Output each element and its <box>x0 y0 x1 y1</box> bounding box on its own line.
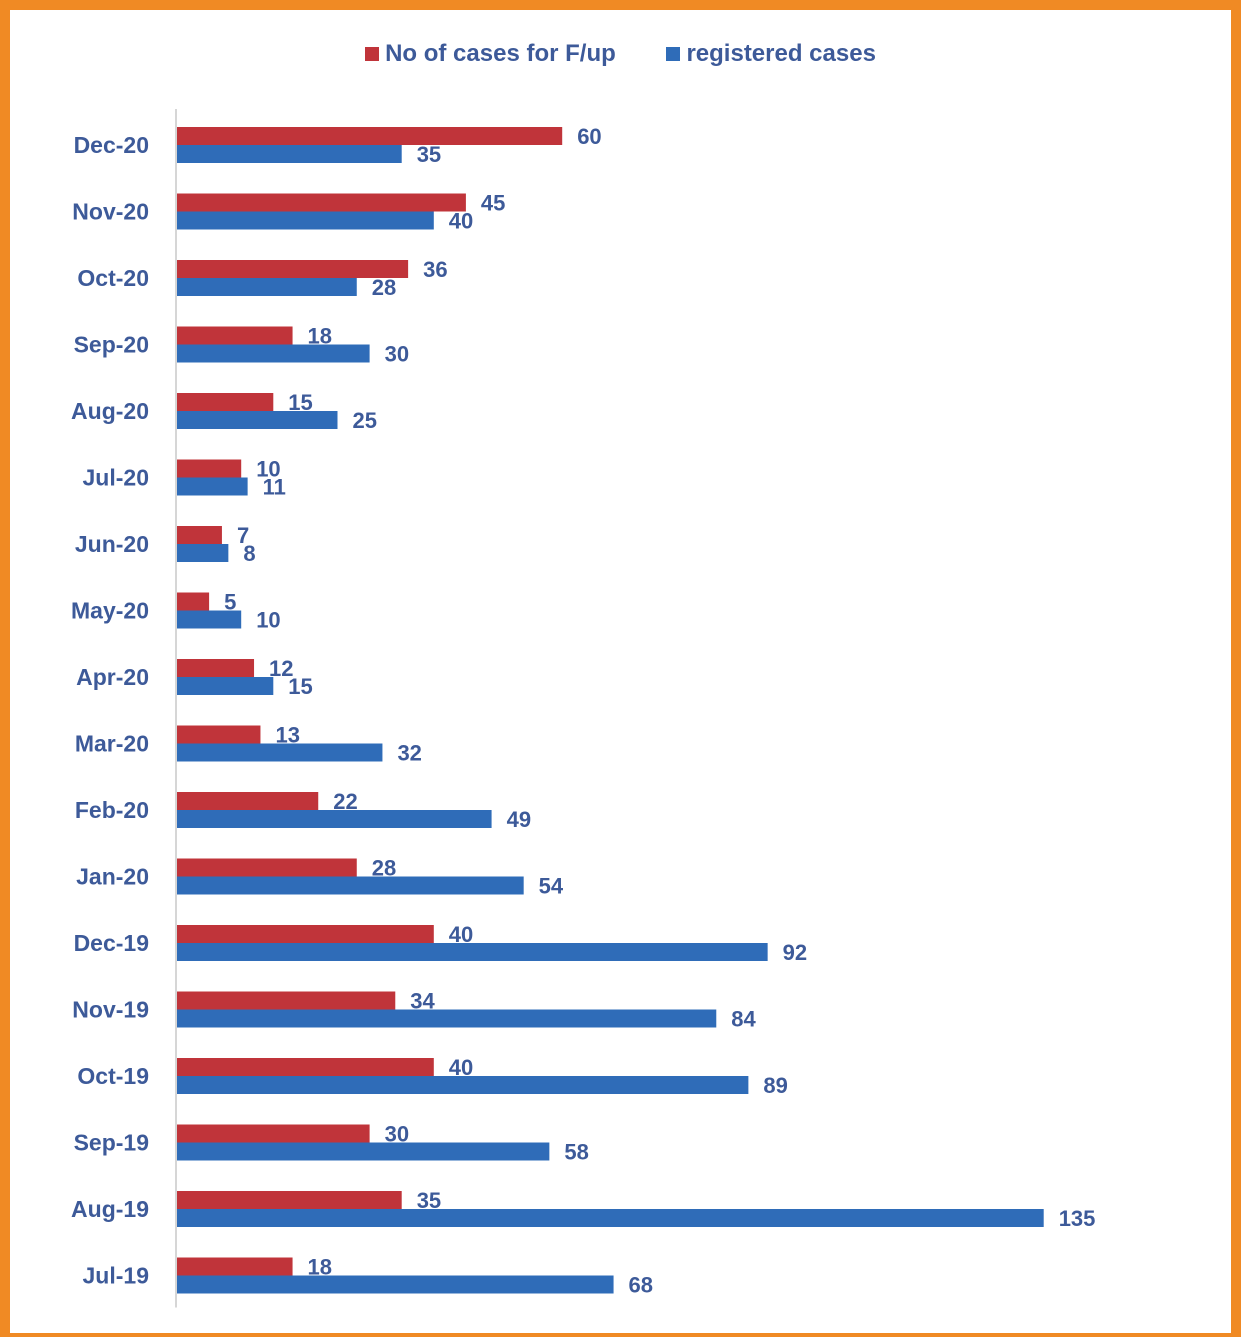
followup-bar <box>177 925 434 943</box>
category-label: Nov-19 <box>72 997 149 1023</box>
legend-swatch-registered <box>666 47 681 61</box>
category-label: Oct-20 <box>77 265 149 291</box>
registered-value-label: 92 <box>783 940 807 965</box>
registered-bar <box>177 477 248 496</box>
followup-value-label: 28 <box>372 856 396 881</box>
followup-bar <box>177 127 563 145</box>
registered-value-label: 40 <box>449 209 473 234</box>
followup-bar <box>177 991 396 1010</box>
followup-bar <box>177 1124 370 1143</box>
followup-value-label: 30 <box>385 1122 409 1147</box>
category-label: Feb-20 <box>75 797 149 823</box>
category-label: Jun-20 <box>75 531 149 557</box>
followup-value-label: 40 <box>449 1055 473 1080</box>
category-label: Aug-20 <box>71 398 149 424</box>
followup-value-label: 12 <box>269 656 293 681</box>
registered-value-label: 49 <box>507 807 531 832</box>
followup-bar <box>177 1257 293 1276</box>
followup-bar <box>177 792 319 810</box>
registered-bar <box>177 610 242 629</box>
followup-value-label: 15 <box>288 390 312 415</box>
followup-bar <box>177 592 210 611</box>
registered-value-label: 58 <box>564 1140 588 1165</box>
registered-bar <box>177 1076 749 1094</box>
followup-value-label: 5 <box>224 590 236 615</box>
followup-value-label: 60 <box>577 124 601 149</box>
category-label: Jul-19 <box>83 1263 149 1289</box>
registered-value-label: 10 <box>256 608 280 633</box>
followup-value-label: 35 <box>417 1188 441 1213</box>
followup-bar <box>177 1058 434 1076</box>
followup-value-label: 34 <box>410 989 435 1014</box>
registered-value-label: 15 <box>288 674 312 699</box>
registered-value-label: 30 <box>385 342 409 367</box>
category-label: May-20 <box>71 598 149 624</box>
category-label: Jul-20 <box>83 465 149 491</box>
registered-bar <box>177 743 383 762</box>
registered-value-label: 35 <box>417 142 441 167</box>
registered-value-label: 32 <box>397 741 421 766</box>
registered-value-label: 84 <box>731 1007 756 1032</box>
registered-bar <box>177 344 370 363</box>
legend-label-followup: No of cases for F/up <box>385 40 616 67</box>
registered-bar <box>177 411 338 429</box>
category-label: Oct-19 <box>77 1063 149 1089</box>
followup-value-label: 40 <box>449 922 473 947</box>
followup-value-label: 36 <box>423 257 447 282</box>
followup-bar <box>177 326 293 345</box>
registered-value-label: 54 <box>539 874 564 899</box>
category-label: Aug-19 <box>71 1196 149 1222</box>
category-label: Sep-19 <box>74 1130 149 1156</box>
followup-bar <box>177 858 357 877</box>
followup-bar <box>177 725 261 744</box>
followup-value-label: 13 <box>275 723 299 748</box>
registered-value-label: 89 <box>763 1073 787 1098</box>
followup-bar <box>177 1191 402 1209</box>
registered-value-label: 8 <box>243 541 255 566</box>
followup-bar <box>177 393 274 411</box>
followup-bar <box>177 193 466 212</box>
legend-swatch-followup <box>365 47 380 61</box>
registered-bar <box>177 876 524 895</box>
registered-bar <box>177 544 229 562</box>
category-label: Jan-20 <box>76 864 149 890</box>
legend-label-registered: registered cases <box>686 40 876 67</box>
followup-bar <box>177 526 222 544</box>
followup-value-label: 7 <box>237 523 249 548</box>
registered-bar <box>177 943 768 961</box>
registered-value-label: 11 <box>263 475 286 500</box>
registered-bar <box>177 211 434 230</box>
registered-bar <box>177 1142 550 1161</box>
followup-value-label: 45 <box>481 191 505 216</box>
registered-bar <box>177 278 357 296</box>
registered-bar <box>177 1275 614 1294</box>
registered-bar <box>177 677 274 695</box>
registered-bar <box>177 810 492 828</box>
legend-item-followup: No of cases for F/up <box>365 40 616 68</box>
category-label: Dec-19 <box>74 930 149 956</box>
category-label: Apr-20 <box>76 664 149 690</box>
registered-bar <box>177 145 402 163</box>
followup-value-label: 18 <box>308 324 332 349</box>
registered-value-label: 68 <box>629 1273 653 1298</box>
registered-bar <box>177 1209 1044 1227</box>
followup-value-label: 10 <box>256 457 280 482</box>
registered-value-label: 28 <box>372 275 396 300</box>
category-label: Sep-20 <box>74 332 149 358</box>
followup-value-label: 22 <box>333 789 357 814</box>
registered-value-label: 135 <box>1059 1206 1096 1231</box>
followup-bar <box>177 459 242 478</box>
followup-value-label: 18 <box>308 1255 332 1280</box>
legend-item-registered: registered cases <box>666 40 876 68</box>
followup-bar <box>177 659 255 677</box>
chart-legend: No of cases for F/up registered cases <box>0 40 1241 68</box>
registered-bar <box>177 1009 717 1028</box>
category-label: Nov-20 <box>72 199 149 225</box>
category-label: Dec-20 <box>74 132 149 158</box>
registered-value-label: 25 <box>353 408 377 433</box>
followup-bar <box>177 260 409 278</box>
category-label: Mar-20 <box>75 731 149 757</box>
